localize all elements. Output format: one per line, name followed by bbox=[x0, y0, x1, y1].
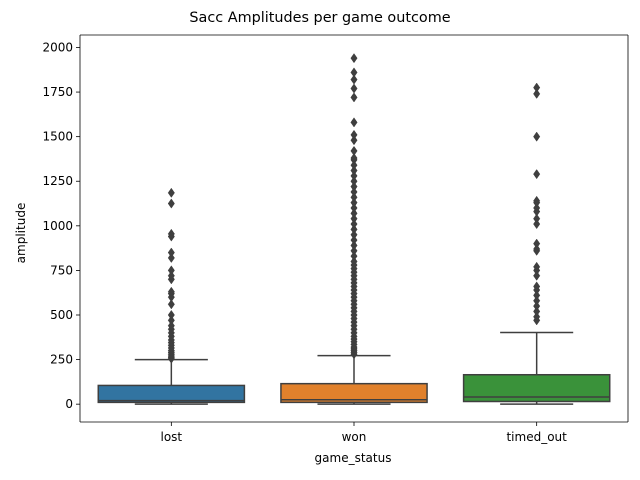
outlier-point-timed_out bbox=[533, 82, 541, 93]
outlier-point-won bbox=[350, 83, 358, 94]
x-axis-label: game_status bbox=[315, 451, 392, 465]
outlier-point-lost bbox=[167, 247, 175, 258]
outlier-point-timed_out bbox=[533, 261, 541, 272]
outlier-point-timed_out bbox=[533, 202, 541, 214]
outlier-point-won bbox=[350, 186, 358, 197]
plot-area: 0 250 500 750 1000 1250 1500 1750 2000 lost won tim… bbox=[42, 34, 629, 444]
outlier-point-won bbox=[350, 135, 358, 146]
x-tick-label-timed_out: timed_out bbox=[506, 430, 567, 444]
outlier-point-timed_out bbox=[533, 238, 541, 249]
outlier-point-timed_out bbox=[533, 169, 541, 180]
outlier-point-timed_out bbox=[533, 290, 541, 301]
outlier-point-lost bbox=[167, 286, 175, 297]
x-tick-label-won: won bbox=[342, 430, 367, 444]
outlier-point-timed_out bbox=[533, 195, 541, 206]
y-tick-label: 2000 bbox=[42, 40, 73, 54]
outlier-point-lost bbox=[167, 320, 175, 331]
outlier-point-timed_out bbox=[533, 243, 541, 255]
y-tick-label: 0 bbox=[65, 397, 73, 411]
outlier-point-timed_out bbox=[533, 270, 541, 281]
outlier-point-won bbox=[350, 165, 358, 176]
outlier-point-lost bbox=[167, 315, 175, 326]
y-tick-label: 1750 bbox=[42, 85, 73, 99]
outlier-point-lost bbox=[167, 198, 175, 209]
outlier-point-won bbox=[350, 192, 358, 203]
outlier-point-won bbox=[350, 197, 358, 208]
outlier-point-won bbox=[350, 219, 358, 230]
y-tick-label: 500 bbox=[50, 308, 73, 322]
outlier-point-timed_out bbox=[533, 301, 541, 312]
outlier-point-lost bbox=[167, 299, 175, 310]
outlier-point-won bbox=[350, 208, 358, 219]
outlier-point-lost bbox=[167, 265, 175, 276]
outlier-point-won bbox=[350, 160, 358, 171]
outlier-point-lost bbox=[167, 252, 175, 263]
outlier-point-won bbox=[350, 202, 358, 214]
outlier-point-won bbox=[350, 92, 358, 103]
box-lost bbox=[97, 384, 246, 404]
outlier-point-timed_out bbox=[533, 281, 541, 292]
outlier-point-won bbox=[350, 153, 358, 164]
outlier-point-won bbox=[350, 117, 358, 128]
outlier-point-won bbox=[350, 145, 358, 156]
y-tick-label: 1000 bbox=[42, 219, 73, 233]
y-tick-label: 1250 bbox=[42, 174, 73, 188]
outlier-point-won bbox=[350, 129, 358, 140]
y-tick-label: 250 bbox=[50, 353, 73, 367]
outlier-point-won bbox=[350, 240, 358, 251]
outlier-point-timed_out bbox=[533, 295, 541, 306]
outlier-point-won bbox=[350, 251, 358, 262]
outlier-point-won bbox=[350, 245, 358, 256]
outlier-point-won bbox=[350, 67, 358, 78]
outlier-point-won bbox=[350, 256, 358, 267]
box-won bbox=[280, 382, 428, 404]
outlier-point-won bbox=[350, 176, 358, 187]
outlier-point-won bbox=[350, 229, 358, 240]
outlier-point-won bbox=[350, 181, 358, 192]
y-tick-label: 750 bbox=[50, 263, 73, 277]
outlier-point-timed_out bbox=[533, 131, 541, 142]
outlier-point-timed_out bbox=[533, 88, 541, 99]
y-tick-label: 1500 bbox=[42, 130, 73, 144]
chart-title: Sacc Amplitudes per game outcome bbox=[189, 10, 450, 26]
outlier-point-lost bbox=[167, 187, 175, 198]
x-tick-label-lost: lost bbox=[161, 430, 183, 444]
outlier-point-won bbox=[350, 235, 358, 246]
outlier-point-timed_out bbox=[533, 311, 541, 322]
outlier-point-won bbox=[350, 74, 358, 85]
outlier-point-lost bbox=[167, 309, 175, 321]
outlier-point-timed_out bbox=[533, 306, 541, 317]
outlier-point-won bbox=[350, 213, 358, 224]
outlier-point-won bbox=[350, 170, 358, 181]
y-axis-label: amplitude bbox=[14, 203, 28, 264]
outlier-point-won bbox=[350, 53, 358, 64]
outlier-point-timed_out bbox=[533, 219, 541, 230]
outlier-point-timed_out bbox=[533, 213, 541, 224]
outlier-point-won bbox=[350, 224, 358, 235]
outlier-point-lost bbox=[167, 228, 175, 239]
outlier-point-lost bbox=[167, 270, 175, 281]
